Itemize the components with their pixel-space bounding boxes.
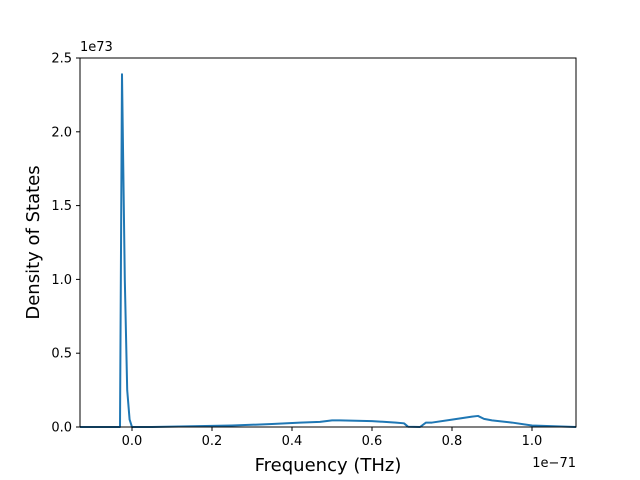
- x-tick-label: 0.2: [202, 434, 223, 449]
- y-tick-label: 2.5: [51, 52, 72, 67]
- y-axis-title: Density of States: [23, 165, 44, 319]
- x-tick-label: 0.8: [442, 434, 463, 449]
- x-axis-title: Frequency (THz): [255, 455, 402, 476]
- x-tick-label: 0.0: [122, 434, 143, 449]
- y-axis-offset-label: 1e73: [80, 40, 113, 55]
- y-tick-label: 1.0: [51, 273, 72, 288]
- x-axis-offset-label: 1e−71: [532, 456, 576, 471]
- y-tick-label: 2.0: [51, 125, 72, 140]
- plot-layer: [80, 73, 577, 428]
- y-tick-label: 1.5: [51, 199, 72, 214]
- x-tick-label: 0.4: [282, 434, 303, 449]
- axes-frame: [79, 57, 577, 428]
- dos-series-line: [80, 73, 577, 428]
- x-tick-label: 0.6: [362, 434, 383, 449]
- y-tick-label: 0.5: [51, 347, 72, 362]
- x-tick-label: 1.0: [522, 434, 543, 449]
- x-axis-ticks: 0.0 0.2 0.4 0.6 0.8 1.0: [122, 427, 543, 449]
- y-axis-ticks: 0.0 0.5 1.0 1.5 2.0 2.5: [51, 52, 80, 436]
- y-tick-label: 0.0: [51, 421, 72, 436]
